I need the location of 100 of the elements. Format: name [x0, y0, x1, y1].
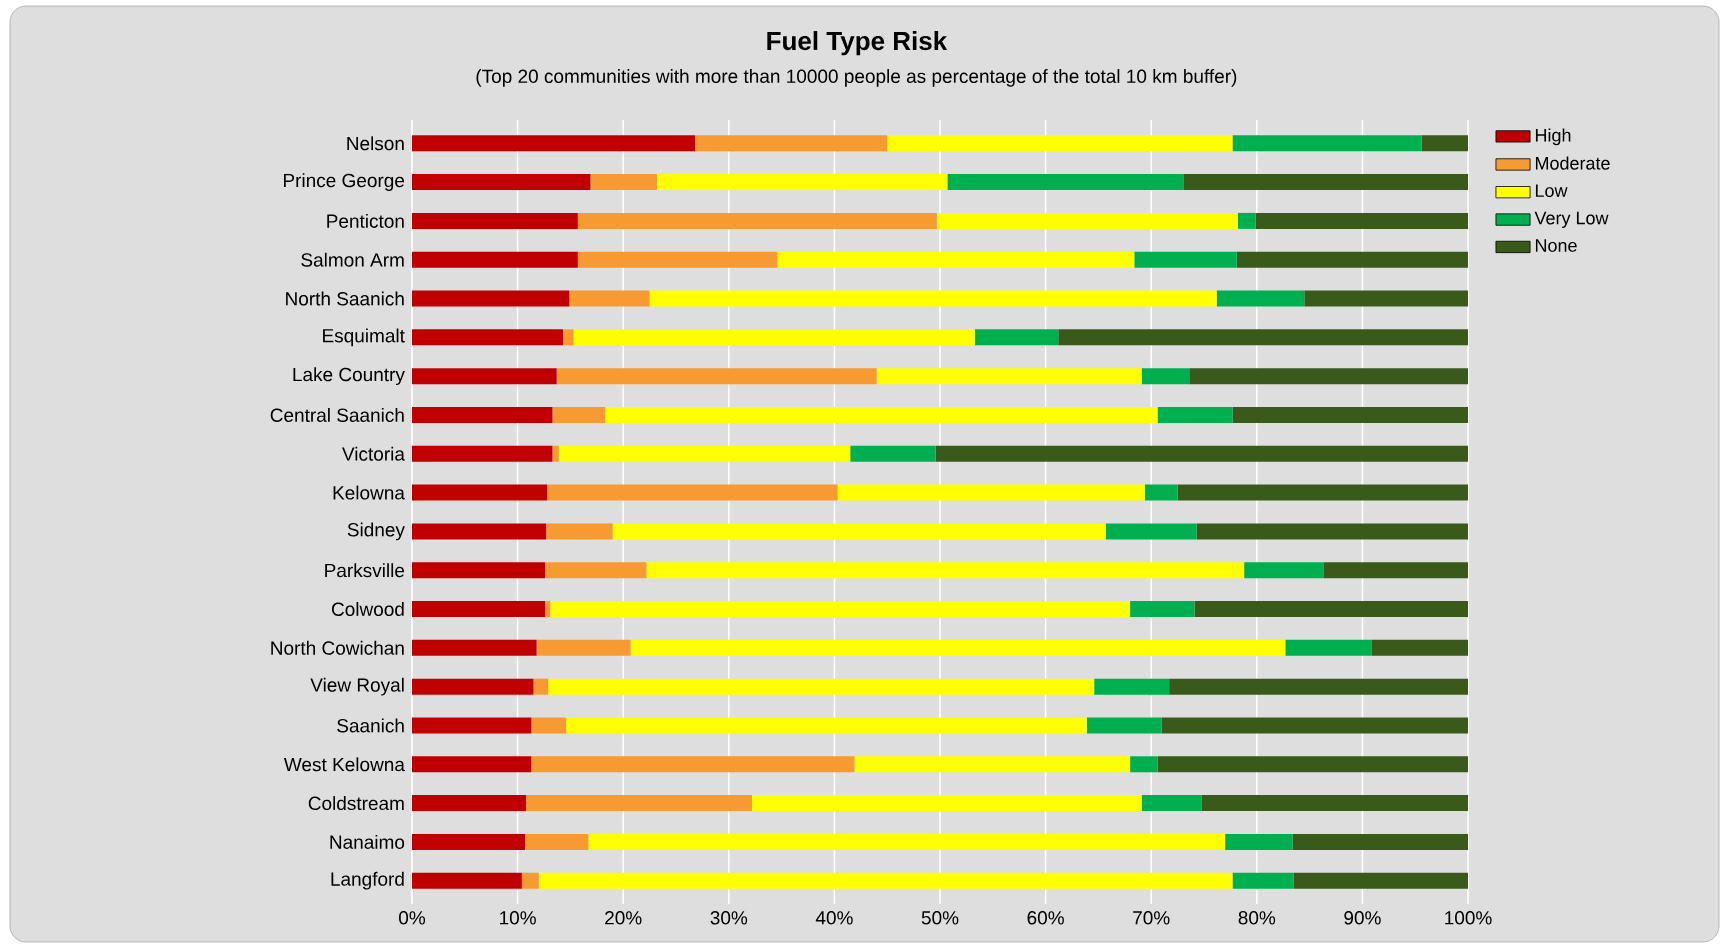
bar [1237, 212, 1256, 229]
bar [1225, 833, 1293, 850]
y-tick-label: Nanaimo [330, 834, 405, 849]
legend-label: None [1535, 239, 1577, 252]
bar [1371, 639, 1469, 656]
bar [577, 212, 937, 229]
y-tick-label: Coldstream [308, 796, 404, 811]
y-tick-label: Saanich [337, 718, 404, 733]
bar [412, 290, 570, 307]
y-tick-label: North Saanich [286, 291, 404, 306]
y-tick-label: View Royal [310, 677, 404, 696]
bar [412, 135, 696, 152]
bar [547, 484, 838, 501]
y-tick-label: Penticton [327, 213, 404, 228]
bar [777, 251, 1135, 268]
bar [545, 601, 551, 618]
bar [1058, 329, 1469, 346]
x-tick-label: 30% [710, 911, 748, 925]
bar [412, 212, 578, 229]
bar [612, 523, 1106, 540]
bar [590, 174, 657, 191]
bar [412, 251, 578, 268]
bar [533, 678, 549, 695]
bar [563, 329, 574, 346]
bar [577, 251, 778, 268]
chart-subtitle: (Top 20 communities with more than 10000 people as percentage of the total 10 km buffer) [476, 69, 1237, 87]
bar [412, 174, 591, 191]
bar [1157, 756, 1469, 773]
bar [588, 833, 1226, 850]
bar [887, 135, 1233, 152]
y-tick-label: Kelowna [333, 485, 405, 500]
bar [947, 174, 1184, 191]
bar [546, 523, 613, 540]
bar [558, 445, 851, 462]
bar [974, 329, 1059, 346]
legend-label: Very Low [1534, 211, 1609, 228]
x-tick-label: 80% [1238, 911, 1276, 925]
bar [1232, 406, 1469, 423]
bar [1094, 678, 1170, 695]
bar [412, 329, 564, 346]
y-tick-label: Langford [331, 871, 404, 890]
y-tick-label: North Cowichan [271, 640, 404, 655]
x-tick-label: 40% [815, 911, 853, 925]
x-tick-label: 70% [1133, 911, 1170, 925]
bar [412, 795, 527, 812]
bar [412, 406, 553, 423]
bar [1189, 368, 1469, 385]
bar [569, 290, 650, 307]
bar [1105, 523, 1197, 540]
x-tick-label: 50% [921, 911, 959, 925]
bar [1232, 135, 1422, 152]
bar [550, 601, 1131, 618]
bar [1157, 406, 1233, 423]
bar [936, 212, 1238, 229]
bar [412, 445, 553, 462]
chart-title: Fuel Type Risk [767, 31, 948, 56]
bar [412, 872, 522, 889]
bar [1232, 872, 1294, 889]
bar [552, 445, 559, 462]
x-tick-label: 100% [1445, 911, 1492, 925]
legend-label: Moderate [1535, 156, 1610, 170]
bar [1130, 756, 1158, 773]
bar [521, 872, 539, 889]
bar [1421, 135, 1469, 152]
bar [1236, 251, 1469, 268]
bar [1285, 639, 1372, 656]
legend-label: Low [1535, 184, 1568, 198]
bar [1086, 717, 1162, 734]
y-tick-label: Colwood [331, 602, 404, 617]
bar [1177, 484, 1469, 501]
x-tick-label: 20% [605, 911, 642, 925]
bar [412, 678, 534, 695]
bar [412, 562, 546, 579]
bar [531, 717, 567, 734]
bar [1323, 562, 1469, 579]
y-tick-label: Prince George [284, 173, 405, 191]
bar [1304, 290, 1469, 307]
bar [545, 562, 647, 579]
y-tick-label: Victoria [342, 446, 405, 461]
bar [605, 406, 1158, 423]
bar [1293, 872, 1469, 889]
y-tick-label: Nelson [347, 136, 404, 151]
bar [695, 135, 888, 152]
y-tick-label: Lake Country [293, 367, 405, 386]
bar [412, 639, 537, 656]
bar [536, 639, 631, 656]
bar [1161, 717, 1469, 734]
bar [573, 329, 975, 346]
bar [552, 406, 606, 423]
bar [1130, 601, 1195, 618]
bar [1141, 795, 1202, 812]
bar [1141, 368, 1190, 385]
bar [1292, 833, 1469, 850]
bar [1255, 212, 1469, 229]
bar [850, 445, 936, 462]
bar [412, 368, 557, 385]
bar [935, 445, 1469, 462]
y-tick-label: Salmon Arm [301, 252, 404, 267]
bar [1194, 601, 1469, 618]
bar [752, 795, 1142, 812]
